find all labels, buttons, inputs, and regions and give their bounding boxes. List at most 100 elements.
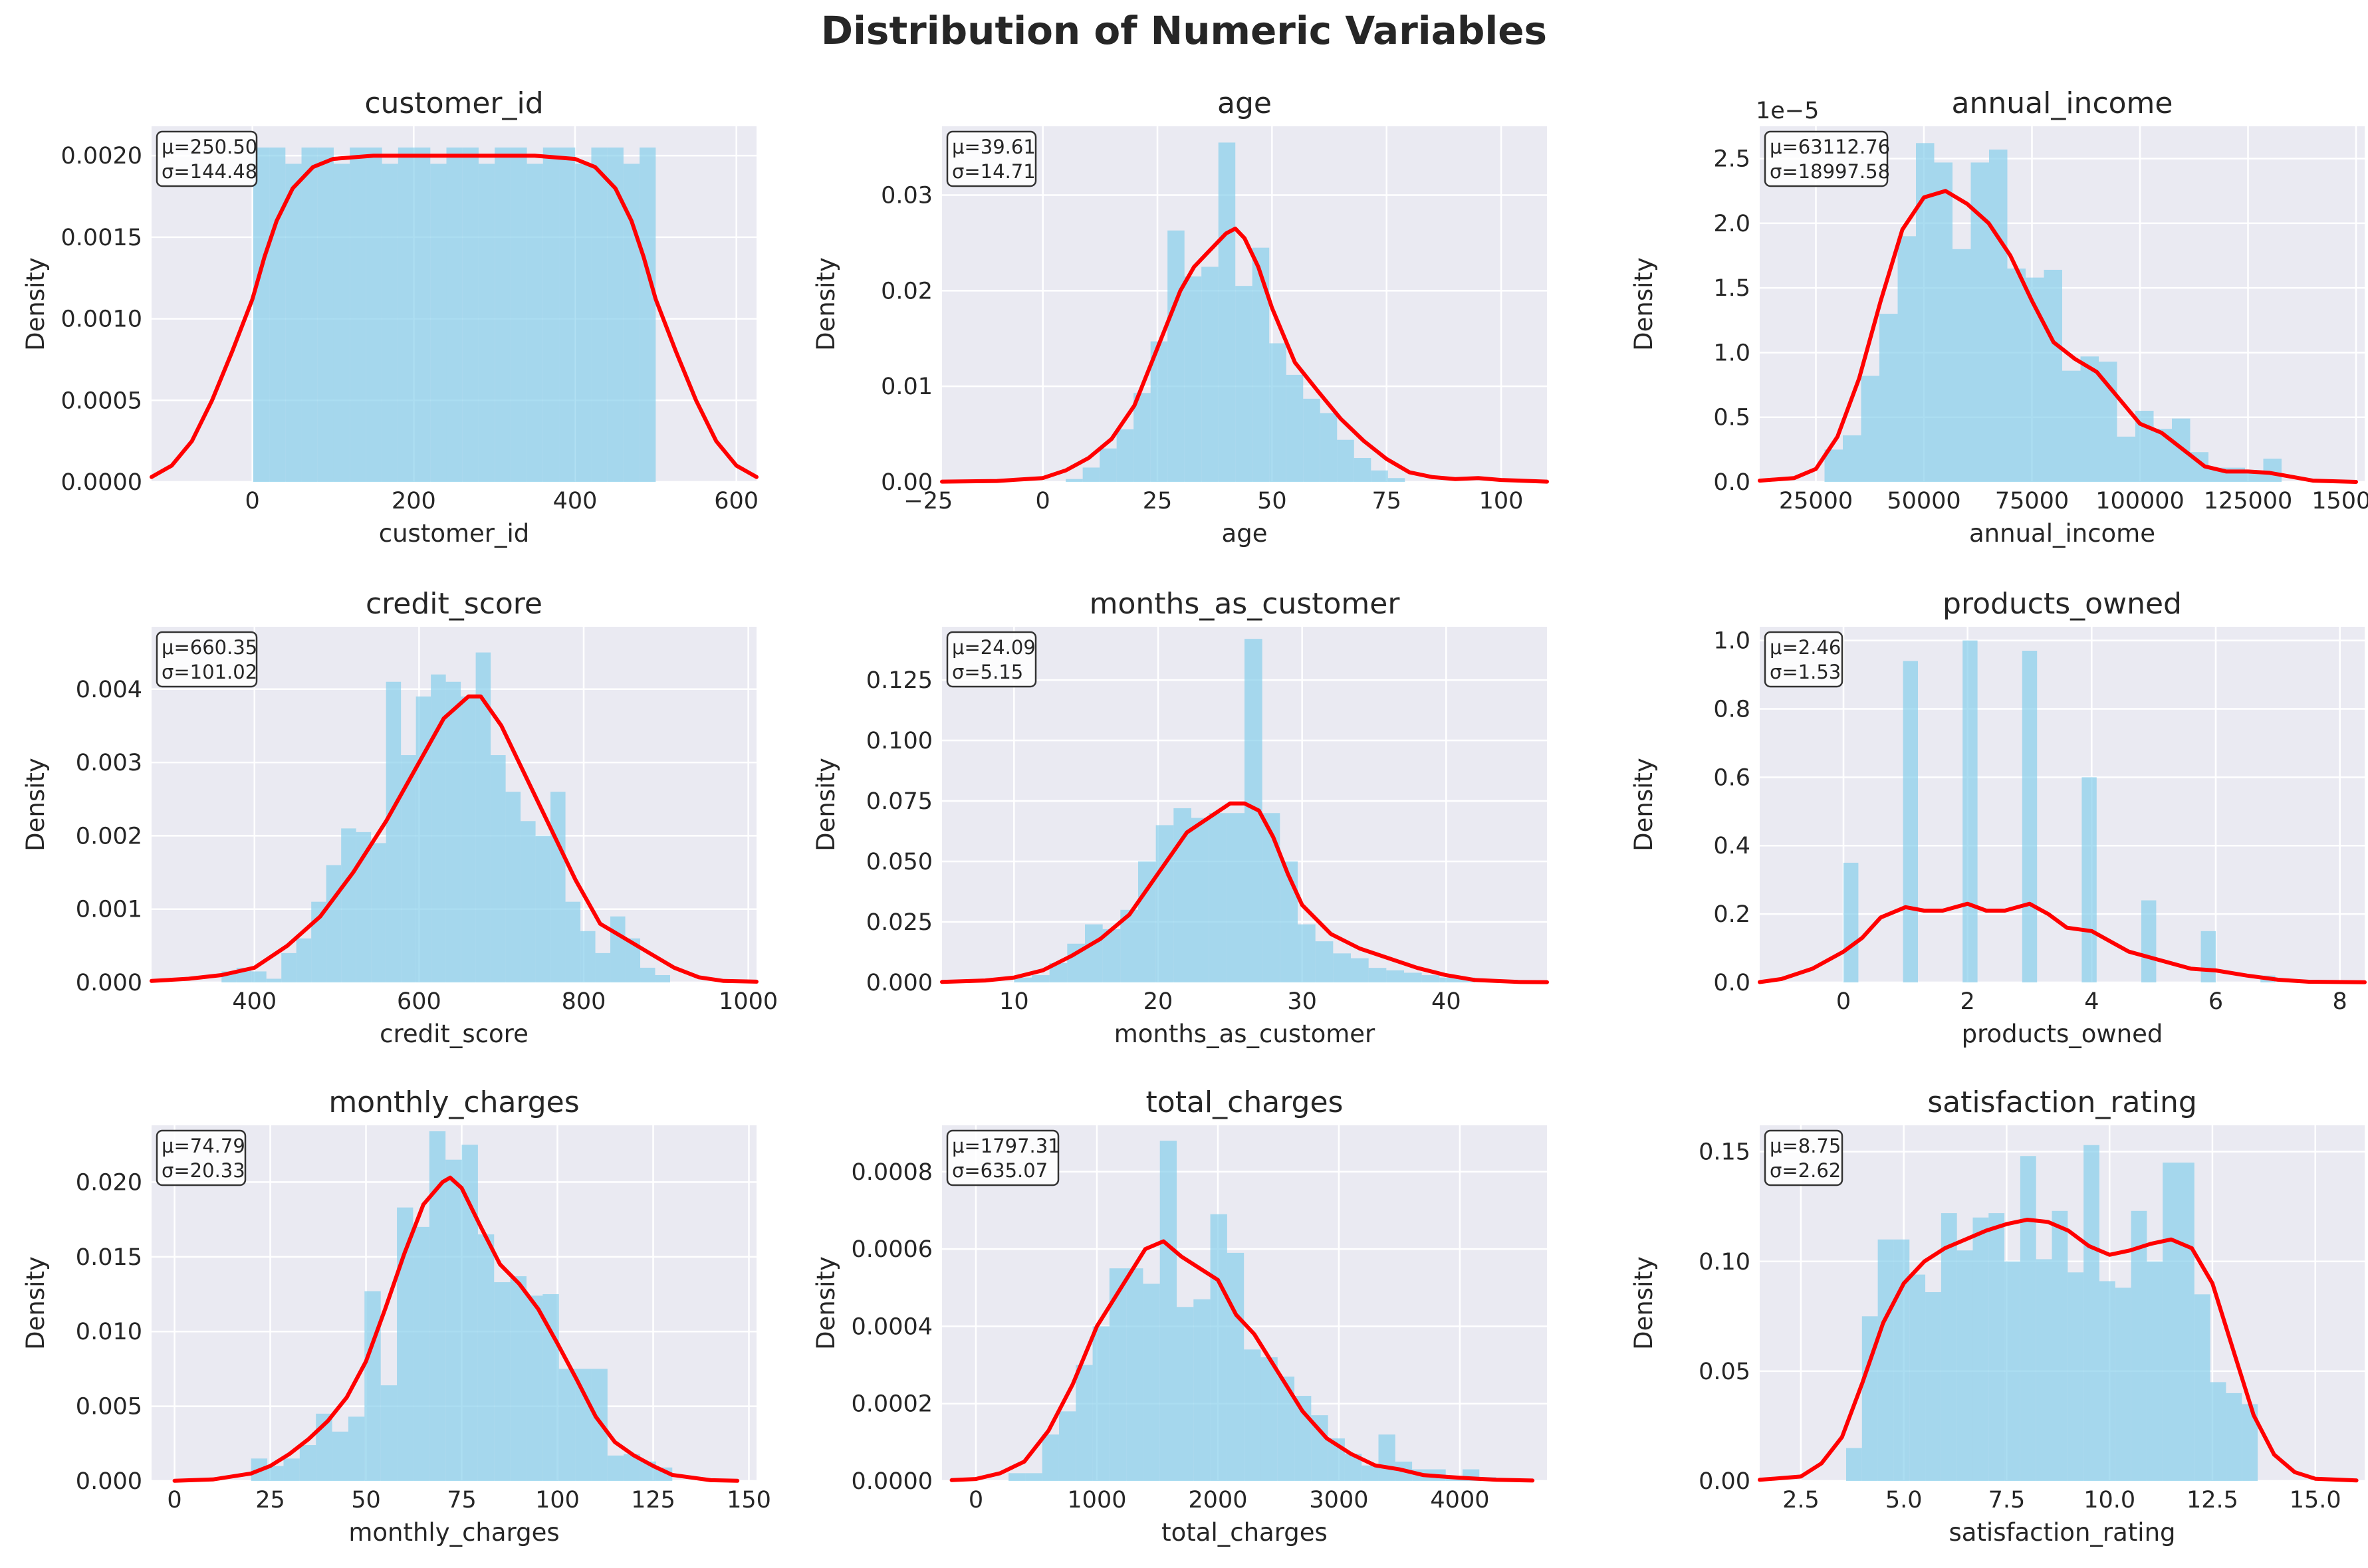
y-tick-label: 0.8	[1713, 696, 1750, 723]
x-tick-label: 25000	[1779, 488, 1853, 514]
histogram-bar	[2200, 931, 2216, 982]
histogram-bar	[1941, 1213, 1957, 1481]
histogram-bar	[461, 696, 476, 982]
x-tick-label: 50	[1257, 488, 1287, 514]
y-tick-label: 0.004	[76, 677, 142, 703]
histogram-bar	[575, 164, 592, 483]
y-tick-label: 2.0	[1713, 211, 1750, 237]
histogram-bar	[2081, 777, 2097, 982]
x-tick-label: 4	[2084, 988, 2099, 1015]
x-tick-label: 50000	[1887, 488, 1960, 514]
x-tick-label: 2.5	[1782, 1487, 1820, 1513]
histogram-bar	[348, 1416, 365, 1481]
y-tick-label: 0.0020	[61, 143, 142, 169]
histogram-bar	[251, 971, 267, 982]
std-label: σ=2.62	[1770, 1159, 1841, 1182]
y-tick-label: 0.0000	[852, 1468, 933, 1495]
y-axis-label: Density	[21, 257, 50, 351]
y-axis-label: Density	[812, 257, 840, 351]
y-tick-label: 0.0005	[61, 388, 142, 414]
histogram-bar	[445, 681, 461, 982]
x-tick-label: 0	[1036, 488, 1050, 514]
x-tick-label: 800	[562, 988, 606, 1015]
histogram-bar	[2099, 362, 2117, 482]
panel-credit_score: 400 600 800 1000 0.000 0.001 0.002 0.003 0.004 cr…	[21, 587, 778, 1048]
histogram-bar	[550, 792, 566, 982]
histogram-bar	[1143, 1284, 1160, 1481]
histogram-bar	[1861, 1316, 1878, 1481]
histogram-bar	[445, 1159, 462, 1481]
x-tick-label: 125000	[2204, 488, 2293, 514]
y-tick-label: 0.03	[881, 183, 933, 209]
stats-box	[156, 1129, 247, 1186]
histogram-bar	[1877, 1239, 1894, 1481]
y-tick-label: 0.05	[1699, 1359, 1750, 1385]
histogram-bar	[1150, 341, 1168, 482]
histogram-bar	[1252, 247, 1270, 482]
histogram-bar	[1280, 861, 1298, 982]
histogram-bar	[1100, 448, 1117, 482]
x-tick-label: 0	[969, 1487, 983, 1513]
histogram-bar	[2068, 1272, 2084, 1481]
kde-line	[1758, 189, 2358, 484]
x-tick-label: 400	[553, 488, 598, 514]
histogram-bar	[1421, 975, 1440, 982]
panel-customer_id: 0 200 400 600 0.0000 0.0005 0.0010 0.0015 0.0020…	[21, 86, 759, 548]
histogram-bar	[1227, 1252, 1244, 1481]
histogram-bar	[1042, 1434, 1059, 1481]
x-tick-label: 0	[1836, 988, 1851, 1015]
x-tick-label: 30	[1287, 988, 1317, 1015]
histogram-bar	[494, 1282, 511, 1481]
kde-line	[1758, 1218, 2359, 1483]
std-label: σ=101.02	[162, 661, 257, 683]
x-tick-label: 75	[447, 1487, 477, 1513]
histogram-bar	[2007, 269, 2026, 482]
y-tick-label: 0.0004	[852, 1313, 933, 1340]
histogram-bar	[1893, 1239, 1910, 1481]
histogram-bar	[1843, 435, 1861, 482]
x-tick-label: 40	[1431, 988, 1461, 1015]
x-tick-label: 0	[167, 1487, 181, 1513]
histogram-bar	[1244, 1349, 1261, 1481]
histogram-bar	[640, 147, 656, 482]
std-label: σ=635.07	[952, 1159, 1048, 1182]
histogram-bar	[350, 147, 366, 482]
y-tick-label: 0.0000	[61, 469, 142, 496]
histogram-bar	[1032, 975, 1050, 982]
x-axis-label: age	[1222, 519, 1268, 548]
histogram-bar	[332, 1431, 348, 1481]
histogram-bar	[2179, 1163, 2194, 1481]
mean-label: μ=74.79	[162, 1135, 245, 1157]
y-tick-label: 0.6	[1713, 764, 1750, 791]
x-tick-label: 10.0	[2083, 1487, 2135, 1513]
y-axis-label: Density	[1629, 257, 1658, 351]
x-tick-label: 150000	[2311, 488, 2368, 514]
histogram-bar	[1210, 1214, 1227, 1481]
histogram-bar	[1209, 813, 1227, 982]
histogram-bar	[2147, 1261, 2163, 1481]
x-tick-label: 10	[999, 988, 1029, 1015]
stats-box	[946, 1129, 1060, 1186]
histogram-bar	[1173, 808, 1191, 982]
y-tick-label: 0.125	[866, 667, 933, 694]
histogram-bar	[1008, 1473, 1026, 1481]
histogram-bar	[1269, 343, 1286, 482]
x-axis-label: monthly_charges	[348, 1518, 559, 1547]
x-tick-label: 5.0	[1885, 1487, 1923, 1513]
std-label: σ=20.33	[162, 1159, 245, 1182]
y-tick-label: 0.025	[866, 909, 933, 936]
y-axis-label: Density	[21, 1256, 50, 1350]
histogram-bar	[1909, 1274, 1926, 1481]
histogram-bar	[591, 1369, 608, 1481]
histogram-bar	[1315, 941, 1334, 982]
histogram-bar	[2099, 1281, 2115, 1481]
x-axis-label: total_charges	[1161, 1518, 1328, 1547]
y-tick-label: 0.0010	[61, 306, 142, 333]
histogram-bar	[1386, 970, 1404, 982]
histogram-bar	[580, 931, 596, 982]
x-tick-label: 600	[397, 988, 441, 1015]
y-tick-label: 0.010	[76, 1319, 142, 1345]
histogram-bar	[1092, 1326, 1110, 1481]
stats-box	[946, 130, 1037, 187]
x-tick-label: 100	[1479, 488, 1524, 514]
